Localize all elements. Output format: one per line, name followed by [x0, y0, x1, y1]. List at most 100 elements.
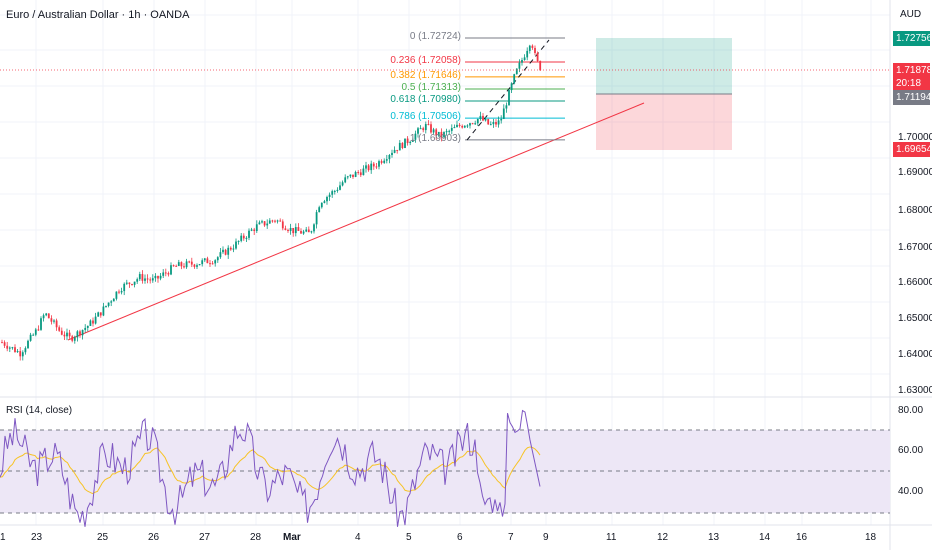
candle-body	[149, 279, 152, 281]
candle-body	[287, 229, 289, 231]
candle-body	[209, 263, 211, 265]
candle-body	[172, 265, 175, 267]
candle-body	[37, 329, 40, 331]
candle-body	[443, 132, 445, 138]
candle-body	[242, 235, 245, 239]
candle-body	[292, 227, 295, 234]
candle-body	[500, 119, 503, 121]
fib-level-label: 0.786 (1.70506)	[390, 111, 461, 123]
candle-body	[526, 50, 529, 58]
candle-body	[206, 258, 209, 264]
candle-body	[341, 182, 344, 186]
candle-body	[40, 318, 42, 330]
price-tick: 1.65000	[898, 313, 932, 324]
candle-body	[310, 231, 313, 233]
candle-body	[476, 119, 479, 124]
candle-body	[414, 133, 417, 140]
candle-body	[162, 272, 165, 276]
price-tick: 1.68000	[898, 205, 932, 216]
candle-body	[144, 278, 146, 281]
candle-body	[352, 174, 354, 177]
candle-body	[255, 224, 258, 232]
candle-body	[110, 301, 113, 303]
time-tick: 28	[250, 532, 262, 543]
candle-body	[112, 298, 115, 302]
candle-body	[294, 227, 297, 234]
candle-body	[349, 174, 352, 177]
candle-body	[258, 222, 261, 225]
candle-body	[3, 342, 6, 346]
candle-body	[193, 264, 196, 267]
candle-body	[34, 329, 37, 335]
candle-body	[47, 313, 50, 319]
price-tick: 1.69000	[898, 167, 932, 178]
candle-body	[240, 235, 243, 241]
candle-body	[63, 334, 66, 337]
rsi-tick: 40.00	[898, 486, 924, 497]
candle-body	[222, 249, 224, 253]
entry-price-tag: 1.71194	[893, 90, 931, 105]
time-tick: 9	[543, 532, 549, 543]
candle-body	[261, 221, 263, 223]
stop-loss-tag: 1.69654	[893, 142, 932, 157]
rsi-title[interactable]: RSI (14, close)	[6, 405, 73, 416]
candle-body	[60, 330, 63, 335]
candle-body	[469, 123, 471, 126]
candle-body	[157, 275, 159, 279]
time-tick: 26	[148, 532, 160, 543]
candle-body	[401, 142, 404, 148]
candle-body	[16, 351, 19, 353]
rsi-tick: 60.00	[898, 445, 924, 456]
candle-body	[27, 340, 29, 349]
candle-body	[326, 196, 328, 202]
rsi-band-fill	[0, 430, 890, 513]
candle-body	[510, 83, 513, 91]
candle-body	[138, 274, 141, 280]
candle-body	[474, 123, 477, 125]
candle-body	[151, 278, 154, 281]
candle-body	[409, 141, 412, 144]
candle-body	[505, 105, 508, 109]
candle-body	[271, 220, 274, 222]
candle-body	[263, 221, 266, 226]
candle-body	[214, 260, 217, 264]
candle-body	[489, 124, 492, 126]
candle-body	[201, 260, 204, 265]
symbol-title[interactable]: Euro / Australian Dollar · 1h · OANDA	[6, 9, 190, 21]
candle-body	[375, 166, 378, 168]
candle-body	[136, 279, 139, 282]
candle-body	[362, 168, 365, 176]
candle-body	[266, 223, 269, 226]
candle-body	[229, 247, 232, 250]
candle-body	[219, 252, 222, 258]
candle-body	[359, 172, 362, 176]
candle-body	[29, 334, 32, 341]
fib-level-label: 0.5 (1.71313)	[401, 81, 462, 93]
candle-body	[211, 263, 214, 265]
candle-body	[300, 230, 302, 234]
currency-label[interactable]: AUD	[900, 9, 922, 20]
candle-body	[424, 124, 427, 131]
candle-body	[339, 185, 341, 190]
candle-body	[250, 229, 253, 231]
candle-body	[461, 125, 464, 128]
candle-body	[484, 119, 487, 121]
rsi-tick: 80.00	[898, 405, 924, 416]
candle-body	[289, 227, 292, 231]
fib-level-label: 0.618 (1.70980)	[390, 93, 461, 105]
candle-body	[81, 329, 84, 336]
candle-body	[515, 68, 518, 75]
candle-body	[354, 172, 357, 177]
candle-body	[105, 305, 107, 307]
last-price-tag: 1.71878	[893, 63, 932, 78]
candle-body	[94, 316, 97, 324]
candle-body	[11, 347, 14, 349]
time-tick: 14	[759, 532, 771, 543]
candle-body	[120, 291, 123, 293]
candle-body	[531, 45, 534, 48]
time-tick: 12	[657, 532, 669, 543]
candle-body	[237, 240, 240, 242]
candle-body	[71, 336, 74, 341]
candle-body	[487, 119, 490, 125]
